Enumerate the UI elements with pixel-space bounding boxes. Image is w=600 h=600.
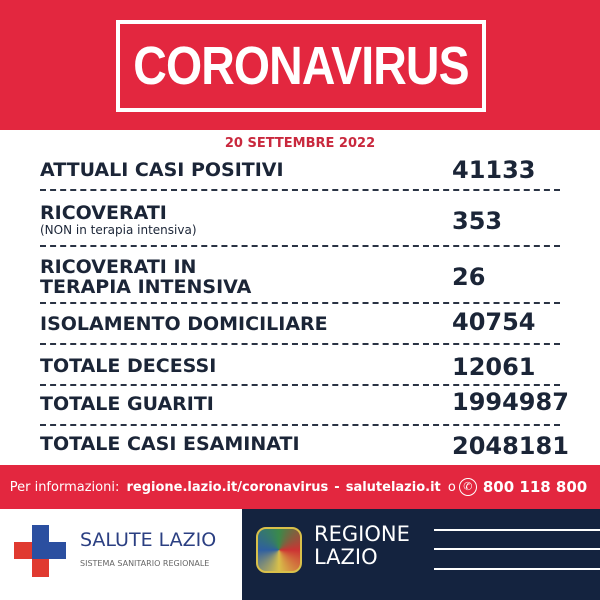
phone-icon: ✆ bbox=[458, 478, 477, 496]
divider bbox=[40, 189, 560, 191]
regione-seal-icon bbox=[256, 527, 302, 573]
cross-icon bbox=[14, 542, 32, 559]
divider bbox=[40, 302, 560, 304]
divider bbox=[40, 424, 560, 426]
stat-value: 12061 bbox=[452, 353, 536, 381]
lazio-text: LAZIO bbox=[314, 545, 378, 569]
regione-link[interactable]: regione.lazio.it/coronavirus bbox=[126, 479, 329, 495]
salute-lazio-logo: SALUTE LAZIO SISTEMA SANITARIO REGIONALE bbox=[0, 509, 242, 600]
salute-lazio-text: SALUTE LAZIO bbox=[80, 529, 217, 551]
divider bbox=[40, 245, 560, 247]
separator: - bbox=[334, 479, 340, 495]
stat-label: RICOVERATI IN TERAPIA INTENSIVA bbox=[40, 257, 251, 297]
info-prefix: Per informazioni: bbox=[9, 479, 120, 495]
or-text: o bbox=[447, 479, 456, 495]
stat-label-text: TERAPIA INTENSIVA bbox=[40, 276, 252, 298]
title-box: CORONAVIRUS bbox=[116, 20, 486, 112]
regione-lazio-text: REGIONE LAZIO bbox=[314, 523, 410, 569]
title: CORONAVIRUS bbox=[133, 36, 469, 96]
stat-label: TOTALE GUARITI bbox=[40, 393, 214, 415]
stat-value: 1994987 bbox=[452, 388, 569, 416]
stat-label: ISOLAMENTO DOMICILIARE bbox=[40, 313, 328, 335]
stat-label: RICOVERATI (NON in terapia intensiva) bbox=[40, 203, 197, 237]
decor-line bbox=[434, 529, 600, 531]
stat-value: 40754 bbox=[452, 308, 536, 336]
info-bar: Per informazioni: regione.lazio.it/coron… bbox=[0, 465, 600, 509]
phone-number[interactable]: 800 118 800 bbox=[482, 478, 588, 496]
salute-lazio-subtext: SISTEMA SANITARIO REGIONALE bbox=[80, 559, 210, 568]
regione-text: REGIONE bbox=[314, 522, 410, 546]
stat-label: TOTALE DECESSI bbox=[40, 355, 217, 377]
decor-line bbox=[434, 548, 600, 550]
stat-sublabel: (NON in terapia intensiva) bbox=[40, 223, 197, 237]
header-banner: CORONAVIRUS bbox=[0, 0, 600, 130]
salute-link[interactable]: salutelazio.it bbox=[345, 479, 441, 495]
date: 20 SETTEMBRE 2022 bbox=[224, 136, 376, 151]
stat-value: 26 bbox=[452, 263, 486, 291]
stat-value: 353 bbox=[452, 207, 503, 235]
divider bbox=[40, 384, 560, 386]
cross-icon bbox=[32, 559, 49, 577]
stat-label: TOTALE CASI ESAMINATI bbox=[40, 433, 300, 455]
regione-lazio-logo: REGIONE LAZIO bbox=[242, 509, 600, 600]
stat-value: 41133 bbox=[452, 156, 536, 184]
decor-line bbox=[434, 568, 600, 570]
stat-label-text: RICOVERATI IN bbox=[40, 256, 197, 278]
stat-label-text: RICOVERATI bbox=[40, 202, 167, 224]
divider bbox=[40, 343, 560, 345]
stat-label: ATTUALI CASI POSITIVI bbox=[40, 159, 284, 181]
stat-value: 2048181 bbox=[452, 432, 569, 460]
